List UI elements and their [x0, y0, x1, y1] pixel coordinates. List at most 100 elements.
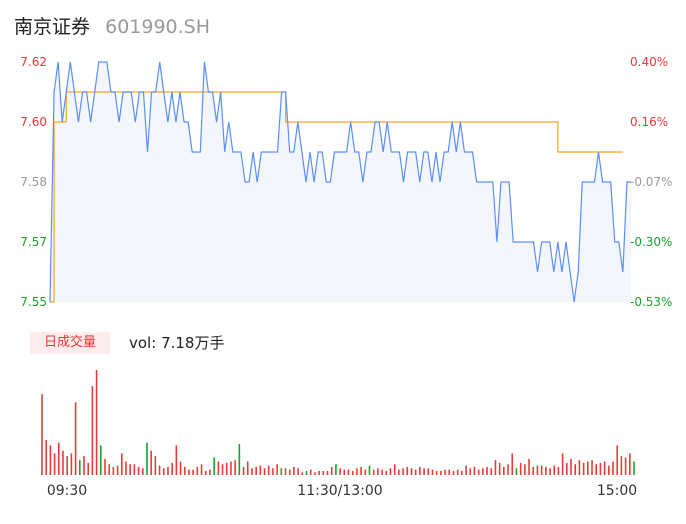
- price-tick-label: 7.62: [20, 55, 47, 69]
- volume-bar: [272, 468, 274, 475]
- volume-bar: [204, 470, 207, 475]
- stock-name: 南京证券: [14, 16, 91, 38]
- volume-bar: [66, 456, 68, 475]
- volume-bar: [234, 460, 236, 475]
- volume-bar: [99, 445, 102, 475]
- volume-bar: [364, 469, 367, 475]
- stock-code: 601990.SH: [105, 16, 211, 38]
- volume-bar: [171, 462, 173, 475]
- volume-bar: [389, 468, 392, 475]
- percent-axis-labels: 0.40% 0.16% -0.07% -0.30% -0.53%: [630, 55, 672, 309]
- volume-bar: [225, 462, 228, 475]
- volume-bar: [633, 461, 635, 475]
- volume-bar: [255, 466, 257, 475]
- volume-bar: [524, 464, 526, 475]
- volume-title-badge: 日成交量: [30, 332, 110, 354]
- time-tick-label: 09:30: [47, 483, 87, 499]
- volume-bar: [444, 469, 446, 475]
- volume-bar: [498, 462, 501, 475]
- time-axis-labels: 09:30 11:30/13:00 15:00: [47, 483, 637, 499]
- volume-bar: [519, 462, 522, 475]
- volume-bar: [288, 469, 291, 475]
- volume-bar: [293, 466, 295, 475]
- volume-bar: [263, 468, 266, 475]
- volume-bar: [385, 470, 388, 475]
- volume-readout: vol: 7.18万手: [129, 332, 224, 354]
- volume-bar: [125, 461, 127, 475]
- volume-bar: [74, 402, 77, 475]
- volume-title: 日成交量: [43, 335, 96, 350]
- volume-bar: [427, 468, 430, 475]
- volume-bar: [469, 468, 472, 475]
- volume-bar: [372, 469, 375, 475]
- volume-bar: [528, 458, 530, 475]
- price-tick-label: 7.57: [20, 235, 47, 249]
- volume-bar: [53, 453, 56, 475]
- volume-bar: [322, 470, 325, 475]
- volume-bar: [251, 468, 253, 475]
- price-tick-label: 7.58: [20, 175, 47, 189]
- volume-bar: [406, 466, 409, 475]
- volume-bar: [620, 456, 623, 475]
- price-line: [49, 61, 631, 303]
- volume-bar: [591, 460, 593, 475]
- volume-bar: [221, 464, 224, 475]
- volume-bar: [431, 469, 434, 475]
- volume-bar: [326, 470, 329, 475]
- volume-bar: [549, 468, 551, 475]
- volume-bar: [95, 370, 98, 475]
- volume-bar: [335, 464, 337, 475]
- volume-bar: [230, 461, 232, 475]
- volume-bar: [624, 457, 627, 475]
- volume-bar: [175, 445, 178, 475]
- volume-bar: [608, 465, 610, 475]
- volume-bar: [167, 466, 169, 475]
- volume-bar: [196, 466, 199, 475]
- volume-bar: [192, 469, 194, 475]
- volume-bar: [183, 466, 186, 475]
- volume-readout-value: 7.18万手: [161, 334, 225, 352]
- volume-bar: [351, 470, 354, 475]
- volume-bar: [419, 466, 421, 475]
- volume-bar: [83, 456, 85, 475]
- volume-bar: [141, 468, 144, 475]
- volume-bar: [129, 464, 131, 475]
- price-tick-label: 7.55: [20, 295, 47, 309]
- volume-bar: [570, 458, 572, 475]
- price-axis-labels: 7.62 7.60 7.58 7.57 7.55: [20, 55, 47, 309]
- volume-bar: [461, 470, 463, 475]
- volume-bar: [393, 464, 396, 475]
- volume-bar: [87, 462, 89, 475]
- volume-bar: [465, 465, 467, 475]
- percent-tick-label: 0.16%: [630, 115, 668, 129]
- volume-bar: [305, 470, 308, 475]
- volume-bar: [267, 465, 270, 475]
- volume-bar: [532, 466, 535, 475]
- volume-bar: [314, 472, 316, 475]
- volume-bar: [494, 460, 497, 475]
- volume-bar: [574, 464, 577, 475]
- volume-bar: [284, 468, 287, 475]
- volume-bar: [482, 468, 484, 475]
- price-tick-label: 7.60: [20, 115, 47, 129]
- percent-tick-label: 0.40%: [630, 55, 668, 69]
- volume-bar: [242, 466, 245, 475]
- volume-bar: [62, 450, 64, 475]
- volume-bar: [398, 469, 400, 475]
- volume-bar: [582, 462, 585, 475]
- volume-bar: [158, 465, 161, 475]
- volume-bar: [108, 464, 110, 475]
- volume-bar: [330, 466, 333, 475]
- volume-bar: [595, 464, 598, 475]
- volume-bar: [368, 465, 371, 475]
- volume-bar: [41, 394, 43, 475]
- volume-bar: [503, 466, 505, 475]
- volume-bar: [70, 453, 73, 475]
- volume-bar: [188, 469, 190, 475]
- volume-bar: [137, 466, 140, 475]
- percent-tick-label: -0.53%: [630, 295, 672, 309]
- volume-bar: [414, 469, 417, 475]
- volume-bar: [339, 468, 341, 475]
- volume-bar: [297, 468, 299, 475]
